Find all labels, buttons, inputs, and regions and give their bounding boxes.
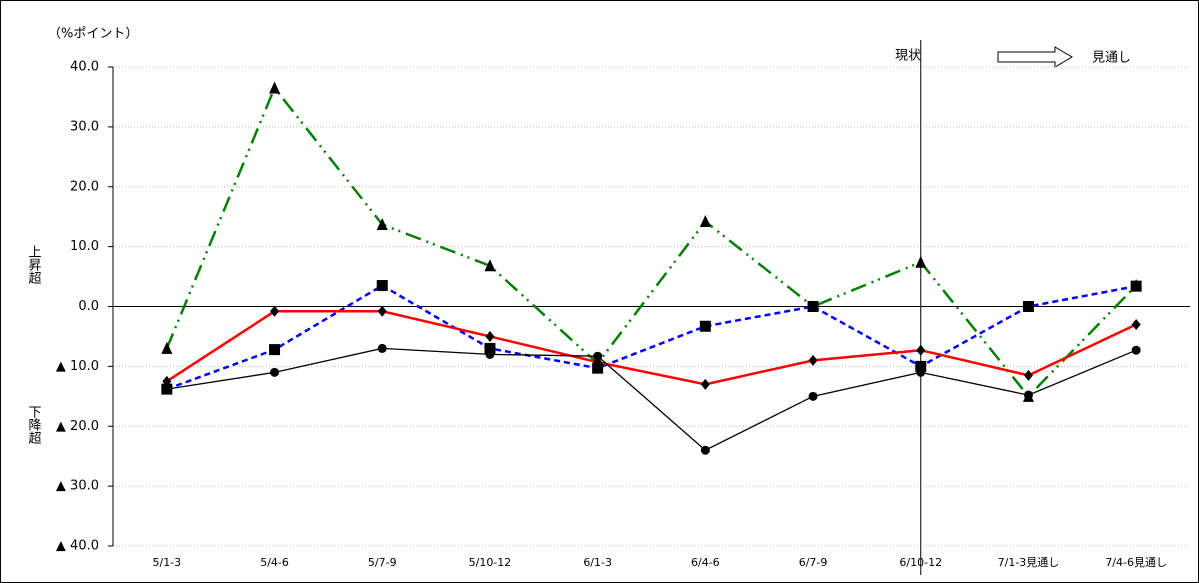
marker — [162, 375, 172, 387]
x-tick-label: 6/10-12 — [899, 556, 942, 569]
marker — [916, 344, 926, 356]
marker — [699, 320, 711, 332]
x-tick-label: 6/7-9 — [799, 556, 828, 569]
x-tick-label: 5/1-3 — [153, 556, 182, 569]
series-line — [166, 310, 1137, 386]
x-tick-label: 5/10-12 — [469, 556, 512, 569]
marker — [376, 217, 388, 230]
marker — [162, 384, 172, 394]
x-tick-label: 7/4-6見通し — [1105, 556, 1167, 569]
annotation-current: 現状 — [895, 49, 921, 64]
marker — [916, 367, 926, 377]
marker — [161, 341, 173, 354]
marker — [915, 360, 927, 372]
marker — [1023, 390, 1033, 400]
marker — [1023, 369, 1033, 381]
x-tick-label: 7/1-3見通し — [998, 556, 1060, 569]
marker — [484, 259, 496, 272]
marker — [592, 362, 604, 374]
marker — [700, 445, 710, 455]
marker — [700, 378, 710, 390]
y-tick-label: 10.0 — [70, 239, 99, 254]
y-tick-label: ▲ 30.0 — [56, 479, 99, 494]
marker — [1131, 318, 1141, 330]
x-tick-label: 6/4-6 — [691, 556, 720, 569]
marker — [484, 342, 496, 354]
marker — [1130, 280, 1142, 292]
up-label: 上昇超 — [26, 245, 42, 285]
y-tick-label: ▲ 10.0 — [56, 359, 99, 374]
down-label: 下降超 — [26, 405, 42, 445]
y-tick-label: ▲ 20.0 — [56, 419, 99, 434]
marker — [269, 81, 281, 94]
marker — [485, 330, 495, 342]
marker — [377, 343, 387, 353]
x-tick-label: 5/4-6 — [260, 556, 289, 569]
marker — [808, 391, 818, 401]
marker — [1131, 345, 1141, 355]
x-tick-label: 6/1-3 — [583, 556, 612, 569]
series-line — [165, 85, 1138, 399]
arrow — [997, 46, 1073, 68]
y-tick-label: 0.0 — [78, 299, 99, 314]
marker — [485, 349, 495, 359]
y-tick-label: 30.0 — [70, 119, 99, 134]
annotation-outlook: 見通し — [1092, 51, 1131, 66]
marker — [915, 255, 927, 268]
marker — [593, 351, 603, 361]
marker — [376, 280, 388, 292]
marker — [808, 354, 818, 366]
marker — [699, 214, 711, 227]
y-tick-label: 20.0 — [70, 179, 99, 194]
x-tick-label: 5/7-9 — [368, 556, 397, 569]
y-tick-label: ▲ 40.0 — [56, 539, 99, 554]
series-line — [166, 284, 1137, 391]
series-line — [166, 347, 1137, 451]
marker — [377, 305, 387, 317]
marker — [1022, 301, 1034, 312]
marker — [270, 305, 280, 317]
unit-label: （%ポイント） — [48, 27, 138, 42]
marker — [270, 367, 280, 377]
marker — [269, 344, 281, 356]
marker — [807, 301, 819, 312]
y-tick-label: 40.0 — [70, 60, 99, 75]
